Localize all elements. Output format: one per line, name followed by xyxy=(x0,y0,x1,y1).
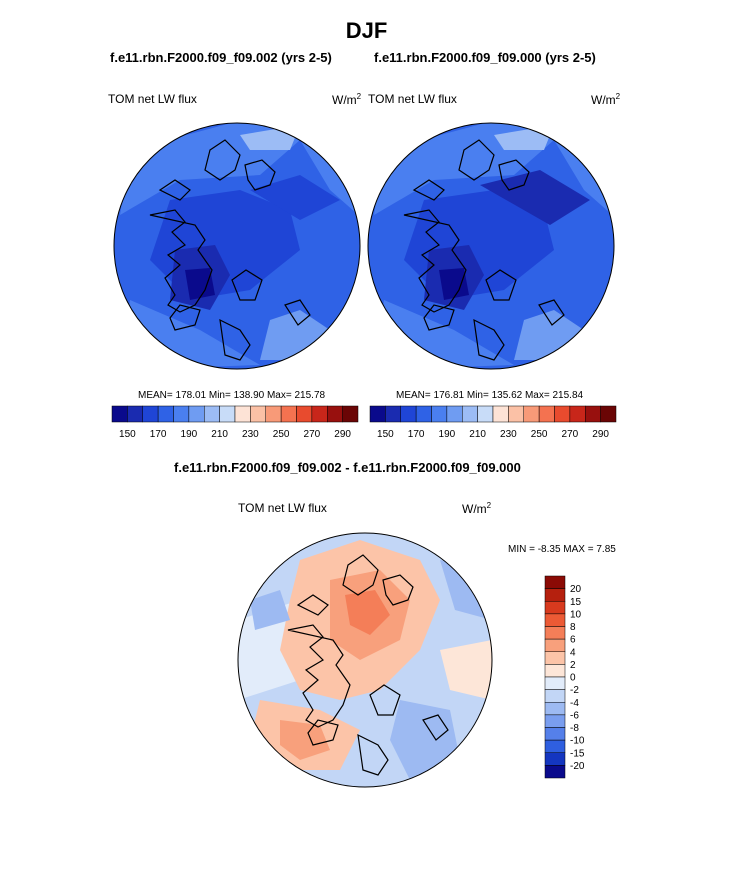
panel1-stats: MEAN= 178.01 Min= 138.90 Max= 215.78 xyxy=(138,390,326,401)
panel1-colorbar-swatch xyxy=(342,405,359,423)
diff-colorbar-swatch xyxy=(544,702,566,716)
panel1-colorbar-swatch xyxy=(219,405,236,423)
panel2-stats: MEAN= 176.81 Min= 135.62 Max= 215.84 xyxy=(396,390,584,401)
diff-colorbar-tick-label: 8 xyxy=(570,622,576,633)
diff-colorbar-tick-label: -4 xyxy=(570,698,579,709)
panel2-colorbar-tick-label: 250 xyxy=(531,429,548,440)
panel1-units-label: W/m2 xyxy=(332,92,362,107)
diff-units-label: W/m2 xyxy=(462,501,492,516)
diff-colorbar-swatch xyxy=(544,752,566,766)
diff-colorbar-tick-label: -20 xyxy=(570,761,585,772)
panel1-colorbar-swatch xyxy=(127,405,143,423)
diff-colorbar-swatch xyxy=(544,676,566,690)
panel1-colorbar-swatch xyxy=(234,405,251,423)
panel2-colorbar-swatch xyxy=(538,405,555,423)
diff-colorbar-swatch xyxy=(544,638,566,652)
diff-colorbar-tick-label: 6 xyxy=(570,635,576,646)
panel2-run-title: f.e11.rbn.F2000.f09_f09.000 (yrs 2-5) xyxy=(374,50,596,65)
diff-colorbar-tick-label: -10 xyxy=(570,736,585,747)
panel1-colorbar-swatch xyxy=(142,405,159,423)
diff-colorbar-swatch xyxy=(544,651,566,665)
map-panel1 xyxy=(114,123,360,369)
page-title: DJF xyxy=(345,18,388,43)
panel1-colorbar-tick-label: 270 xyxy=(304,429,321,440)
diff-colorbar-swatch xyxy=(544,588,566,602)
diff-colorbar-tick-label: 2 xyxy=(570,660,576,671)
map-diff xyxy=(238,533,492,787)
panel2-variable-label: TOM net LW flux xyxy=(368,92,457,106)
diff-colorbar-swatch xyxy=(544,575,566,589)
diff-title: f.e11.rbn.F2000.f09_f09.002 - f.e11.rbn.… xyxy=(174,460,521,475)
diff-colorbar-tick-label: 20 xyxy=(570,584,582,595)
panel1-colorbar-tick-label: 150 xyxy=(119,429,136,440)
panel2-colorbar-swatch xyxy=(523,405,540,423)
panel1-variable-label: TOM net LW flux xyxy=(108,92,197,106)
panel1-colorbar-swatch xyxy=(265,405,282,423)
panel1-colorbar-swatch xyxy=(111,405,128,423)
panel1-colorbar-swatch xyxy=(296,405,313,423)
diff-colorbar-tick-label: -6 xyxy=(570,710,579,721)
panel1-colorbar-swatch xyxy=(250,405,266,423)
panel1-colorbar-swatch xyxy=(327,405,343,423)
panel2-colorbar-swatch xyxy=(492,405,509,423)
panel1-colorbar-tick-label: 250 xyxy=(273,429,290,440)
panel2-colorbar-tick-label: 210 xyxy=(469,429,486,440)
diff-colorbar-tick-label: 10 xyxy=(570,609,582,620)
panel1-colorbar-tick-label: 210 xyxy=(211,429,228,440)
panel2-colorbar-swatch xyxy=(508,405,524,423)
diff-colorbar-swatch xyxy=(544,626,566,640)
panel2-colorbar-tick-label: 190 xyxy=(439,429,456,440)
panel1-colorbar-swatch xyxy=(280,405,297,423)
panel1-colorbar-tick-label: 170 xyxy=(150,429,167,440)
panel1-run-title: f.e11.rbn.F2000.f09_f09.002 (yrs 2-5) xyxy=(110,50,332,65)
map-panel2 xyxy=(368,123,614,369)
diff-colorbar-swatch xyxy=(544,613,566,627)
map-panel1-border xyxy=(113,122,361,370)
panel1-colorbar-tick-label: 190 xyxy=(181,429,198,440)
panel2-colorbar-swatch xyxy=(415,405,432,423)
diff-colorbar-tick-label: 0 xyxy=(570,673,576,684)
diff-colorbar-swatch xyxy=(544,727,566,741)
diff-variable-label: TOM net LW flux xyxy=(238,501,327,515)
diff-colorbar-tick-label: 4 xyxy=(570,647,576,658)
panel1-colorbar-swatch xyxy=(188,405,205,423)
panel2-colorbar-tick-label: 150 xyxy=(377,429,394,440)
panel2-colorbar-swatch xyxy=(400,405,417,423)
diff-colorbar-swatch xyxy=(544,739,566,753)
panel1-colorbar-swatch xyxy=(173,405,190,423)
panel1-colorbar-swatch xyxy=(311,405,328,423)
panel2-colorbar-swatch xyxy=(600,405,617,423)
panel1-colorbar-tick-label: 230 xyxy=(242,429,259,440)
panel2-colorbar-swatch xyxy=(431,405,448,423)
panel1-colorbar-swatch xyxy=(204,405,220,423)
diff-colorbar-swatch xyxy=(544,689,566,703)
diff-colorbar-tick-label: -2 xyxy=(570,685,579,696)
panel2-colorbar-swatch xyxy=(569,405,586,423)
panel1-colorbar-tick-label: 290 xyxy=(334,429,351,440)
diff-colorbar-tick-label: -8 xyxy=(570,723,579,734)
panel2-colorbar-tick-label: 170 xyxy=(408,429,425,440)
diff-colorbar-tick-label: 15 xyxy=(570,597,582,608)
panel2-colorbar-swatch xyxy=(585,405,601,423)
panel1-colorbar-swatch xyxy=(157,405,174,423)
panel2-colorbar-tick-label: 230 xyxy=(500,429,517,440)
panel2-colorbar-swatch xyxy=(385,405,401,423)
panel2-colorbar-swatch xyxy=(477,405,494,423)
panel2-colorbar-tick-label: 270 xyxy=(562,429,579,440)
panel2-units-label: W/m2 xyxy=(591,92,621,107)
diff-colorbar-swatch xyxy=(544,664,566,678)
diff-minmax: MIN = -8.35 MAX = 7.85 xyxy=(508,544,616,555)
panel2-colorbar-tick-label: 290 xyxy=(592,429,609,440)
panel2-colorbar-swatch xyxy=(554,405,571,423)
diff-colorbar-tick-label: -15 xyxy=(570,748,585,759)
panel2-colorbar-swatch xyxy=(446,405,463,423)
panel2-colorbar-swatch xyxy=(462,405,478,423)
diff-colorbar-swatch xyxy=(544,714,566,728)
panel2-colorbar-swatch xyxy=(369,405,386,423)
map-diff-border xyxy=(237,532,493,788)
diff-colorbar-swatch xyxy=(544,765,566,779)
diff-colorbar-swatch xyxy=(544,601,566,615)
map-panel2-border xyxy=(367,122,615,370)
